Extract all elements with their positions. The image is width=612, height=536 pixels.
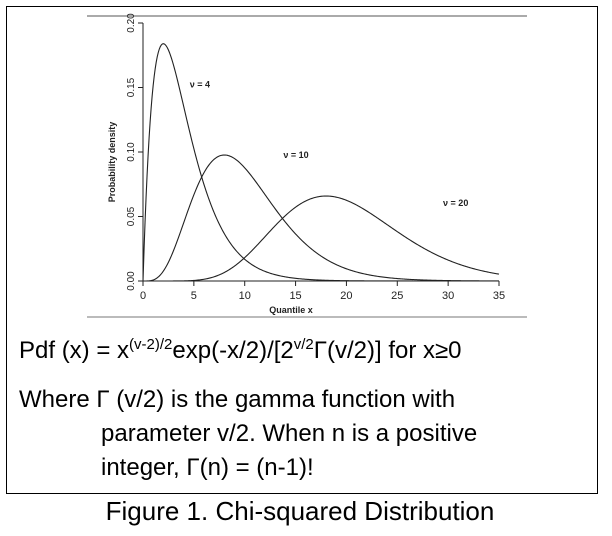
x-tick-label: 0 xyxy=(140,290,146,302)
x-tick-label: 30 xyxy=(442,290,454,302)
chart-curves xyxy=(142,43,500,282)
formula-exponent-1: (v-2)/2 xyxy=(129,336,173,353)
y-axis-label: Probability density xyxy=(107,122,117,203)
x-tick-label: 10 xyxy=(239,290,251,302)
y-tick-label: 0.00 xyxy=(126,271,137,291)
curve-nu-4 xyxy=(142,43,499,282)
series-label-nu-4: ν = 4 xyxy=(190,80,210,90)
x-tick-label: 35 xyxy=(493,290,505,302)
chart-axes: 0 5 10 15 20 25 30 35 0.00 0.05 0.10 0.15 0.20 xyxy=(87,13,527,318)
gamma-description: Where Γ (v/2) is the gamma function with… xyxy=(19,383,477,485)
chart-labels: Quantile x Probability density ν = 4 ν = 10… xyxy=(107,80,468,316)
description-line-3: integer, Γ(n) = (n-1)! xyxy=(101,454,314,481)
x-tick-label: 5 xyxy=(191,290,197,302)
description-line-2: parameter v/2. When n is a positive xyxy=(101,420,478,447)
description-line-1: Where Γ (v/2) is the gamma function with xyxy=(19,386,456,413)
y-tick-label: 0.10 xyxy=(126,142,137,162)
x-tick-label: 20 xyxy=(340,290,352,302)
y-tick-label: 0.20 xyxy=(126,13,137,33)
y-tick-label: 0.15 xyxy=(126,77,137,97)
chi-squared-chart: 0 5 10 15 20 25 30 35 0.00 0.05 0.10 0.15 0.20 Quant… xyxy=(87,13,527,318)
formula-mid: exp(-x/2)/[2 xyxy=(172,337,294,364)
formula-lhs: Pdf (x) = x xyxy=(19,337,130,364)
x-tick-label: 15 xyxy=(289,290,301,302)
series-label-nu-10: ν = 10 xyxy=(283,150,308,160)
pdf-formula: Pdf (x) = x(v-2)/2exp(-x/2)/[2v/2Γ(v/2)]… xyxy=(19,337,462,365)
figure-frame: 0 5 10 15 20 25 30 35 0.00 0.05 0.10 0.15 0.20 Quant… xyxy=(6,6,598,494)
formula-exponent-2: v/2 xyxy=(293,336,314,353)
curve-nu-10 xyxy=(143,154,500,282)
figure-caption: Figure 1. Chi-squared Distribution xyxy=(105,496,495,526)
y-tick-label: 0.05 xyxy=(126,206,137,226)
formula-rhs: Γ(v/2)] for x≥0 xyxy=(313,337,462,364)
curve-nu-20 xyxy=(143,195,500,282)
series-label-nu-20: ν = 20 xyxy=(443,198,468,208)
x-tick-label: 25 xyxy=(391,290,403,302)
x-axis-label: Quantile x xyxy=(269,305,313,315)
